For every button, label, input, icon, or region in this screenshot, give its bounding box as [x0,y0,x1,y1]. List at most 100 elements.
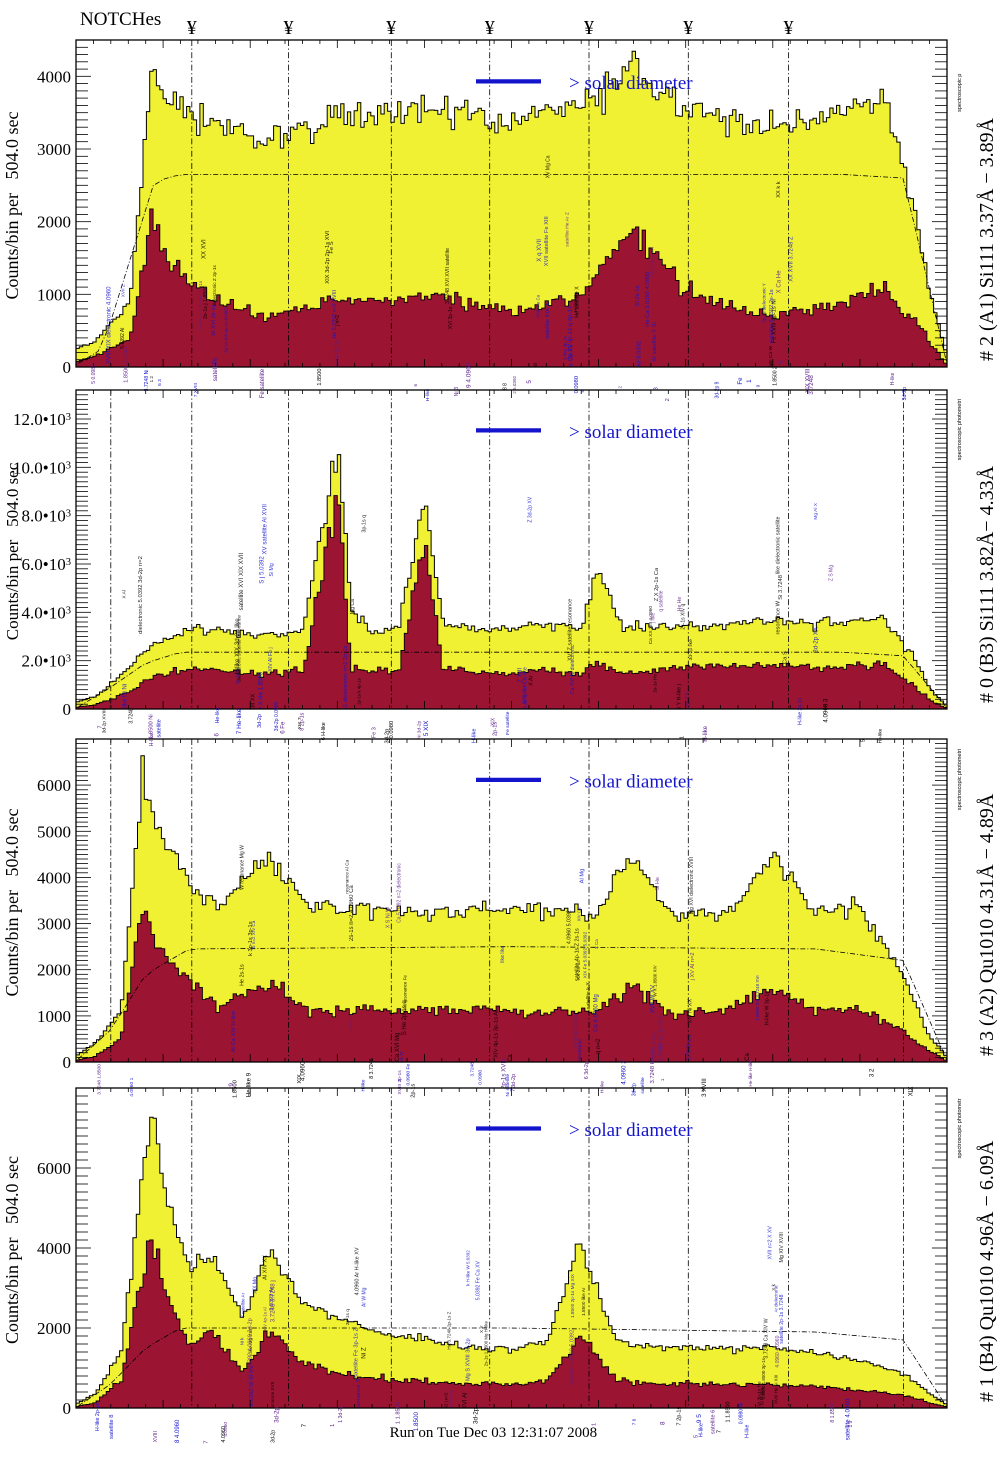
svg-text:1: 1 [746,379,753,383]
svg-text:Mg XVI dielectronic XVIII: Mg XVI dielectronic XVIII [689,857,695,914]
svg-text:0.0980: 0.0980 [477,1069,483,1084]
svg-text:n=2 dielectronic n=2 2p-1s: n=2 dielectronic n=2 2p-1s [343,645,349,713]
svg-text:3000: 3000 [37,140,71,159]
svg-text:He-like 9: He-like 9 [246,1072,253,1097]
svg-text:# 3 (A2) Qu1010 4.31Å − 4.89Å: # 3 (A2) Qu1010 4.31Å − 4.89Å [976,793,998,1056]
svg-text:XVII Ca: XVII Ca [348,1014,353,1031]
svg-text:¥: ¥ [683,17,693,39]
svg-text:S j 5.0392: S j 5.0392 [258,556,265,584]
svg-text:6: 6 [413,384,418,387]
svg-text:¥: ¥ [187,17,197,39]
svg-text:X Y: X Y [479,1325,485,1334]
svg-text:2000: 2000 [37,1319,71,1338]
svg-text:X Ca: X Ca [594,939,599,949]
svg-text:Counts/bin per 504.0 sec: Counts/bin per 504.0 sec [2,809,22,997]
svg-text:X Ar: X Ar [528,675,534,686]
svg-text:2s-1s Al: 2s-1s Al [234,668,239,684]
svg-text:Al Y H-like j: Al Y H-like j [677,684,683,711]
svg-text:2p-1s k 4p-1s: 2p-1s k 4p-1s [357,677,362,704]
svg-text:4.0960 3: 4.0960 3 [822,698,829,723]
svg-text:¥: ¥ [485,17,495,39]
svg-text:3d-2p: 3d-2p [270,1430,276,1443]
svg-text:9 5: 9 5 [696,1414,703,1423]
svg-text:He 5.0392 n=2 XVIII: He 5.0392 n=2 XVIII [332,290,338,339]
svg-text:H-like 2p-1s: H-like 2p-1s [95,1402,101,1431]
svg-text:2s-1s He Y: 2s-1s He Y [652,669,657,693]
svg-text:9: 9 [756,384,761,387]
svg-text:3d-2p: 3d-2p [632,1083,638,1096]
svg-text:H-like 2p-1s: H-like 2p-1s [798,697,804,725]
svg-text:satellite He Ar Z: satellite He Ar Z [565,212,571,247]
svg-text:XIX 3d-2p 2p-1s XVI: XIX 3d-2p 2p-1s XVI [325,231,331,284]
svg-text:Al Mg: Al Mg [580,869,586,884]
svg-text:Z S Mg: Z S Mg [828,565,834,581]
svg-text:He 2s-1s: He 2s-1s [240,964,246,986]
svg-text:XIX XVIII: XIX XVIII [806,368,812,393]
svg-text:spectroscopic photometri: spectroscopic photometri [957,749,963,810]
svg-text:Fe 3: Fe 3 [371,727,377,738]
svg-text:> solar diameter: > solar diameter [569,73,693,94]
svg-text:W resonance Mg W: W resonance Mg W [240,845,246,890]
svg-text:satellite: satellite [212,359,219,381]
svg-text:k H-like W 5.0392: k H-like W 5.0392 [466,1250,471,1286]
svg-text:Mg S XVIII 3d-2p: Mg S XVIII 3d-2p [466,1338,472,1381]
svg-text:X Ca He: X Ca He [775,270,782,294]
svg-text:XIV 4p-1s Al: XIV 4p-1s Al [263,1307,268,1331]
svg-text:satellite 4p-1s Z 2s-1s: satellite 4p-1s Z 2s-1s [574,928,580,981]
svg-text:1.8500 Ni: 1.8500 Ni [149,714,155,738]
svg-text:3p-1s q: 3p-1s q [361,515,367,533]
svg-text:satellite 4.0960: satellite 4.0960 [844,1398,851,1440]
svg-text:¥: ¥ [784,17,794,39]
svg-text:8 4.0960: 8 4.0960 [175,1419,181,1443]
svg-text:like Ni Ni: like Ni Ni [121,684,128,708]
svg-text:H-like: H-like [361,1079,366,1091]
svg-text:H-like: H-like [745,1425,751,1438]
svg-text:XVIII: XVIII [153,1431,159,1442]
svg-text:3 2: 3 2 [869,1068,876,1077]
svg-text:1 1.8500: 1 1.8500 [395,1402,401,1424]
svg-text:XX XVI: XX XVI [200,239,207,259]
svg-text:X Al: X Al [122,590,128,599]
svg-text:q n=2: q n=2 [595,1038,602,1054]
svg-text:Run on Tue Dec 03 12:31:07 200: Run on Tue Dec 03 12:31:07 2008 [390,1425,598,1441]
svg-text:XIV 4p-1s 3p-1s Al: XIV 4p-1s 3p-1s Al [494,1011,500,1058]
svg-text:8 1.8500: 8 1.8500 [830,1403,836,1423]
svg-text:4.0960 2: 4.0960 2 [621,1060,628,1085]
svg-text:Si 3.7248: Si 3.7248 [778,574,784,600]
svg-text:XVIII He Ca: XVIII He Ca [535,294,540,317]
svg-text:Si 2s-1s: Si 2s-1s [635,285,641,306]
svg-text:H-like XIX 3d-2p like: H-like XIX 3d-2p like [234,618,241,675]
svg-text:3.7248: 3.7248 [470,1062,475,1077]
svg-text:3d-2p: 3d-2p [473,1407,480,1424]
svg-text:5.0392 Ar: 5.0392 Ar [269,1287,275,1311]
svg-text:6000: 6000 [37,776,71,795]
svg-text:XX XVII 3.7248 Z: XX XVII 3.7248 Z [788,236,794,282]
svg-text:H-like: H-like [600,1081,606,1094]
svg-text:8 3.7248: 8 3.7248 [369,1058,375,1078]
svg-text:satellite: satellite [157,719,163,737]
svg-text:He-like: He-like [878,728,883,743]
svg-text:W satellite Y Si: W satellite Y Si [652,322,658,361]
svg-text:Ni k: Ni k [239,1337,244,1345]
svg-text:Ni Z: Ni Z [360,1347,367,1359]
svg-text:4.0960: 4.0960 [299,1061,306,1081]
svg-text:7: 7 [301,1423,308,1427]
svg-text:3.7248 q q: 3.7248 q q [687,1035,693,1060]
svg-text:9 4.0960: 9 4.0960 [466,362,473,388]
svg-text:XIX: XIX [491,717,497,726]
svg-text:6 H-like: 6 H-like [321,722,327,740]
svg-text:H-like: H-like [699,1423,705,1437]
svg-text:> solar diameter: > solar diameter [569,772,693,793]
svg-text:XIV Ca: XIV Ca [577,907,582,921]
svg-text:1 9: 1 9 [848,1420,854,1427]
svg-text:5 XIX: 5 XIX [423,720,430,736]
svg-text:Fe S: Fe S [329,241,335,253]
svg-text:7 2p-1s: 7 2p-1s [677,1406,683,1425]
svg-text:XIX 3p-1s Y: XIX 3p-1s Y [522,678,527,701]
svg-text:3.7248 Ca XIV W: 3.7248 Ca XIV W [764,1318,770,1358]
svg-text:XVI Al: XVI Al [462,1393,469,1410]
svg-text:XIV Al Fe j: XIV Al Fe j [268,647,274,671]
svg-text:1.8500 2: 1.8500 2 [773,366,779,386]
svg-text:2000: 2000 [37,213,71,232]
svg-text:2: 2 [665,398,671,401]
